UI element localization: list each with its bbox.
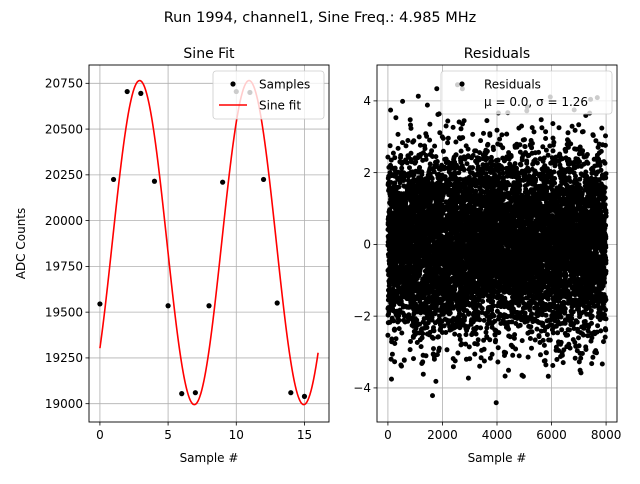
residuals-x-tick-label: 8000 — [591, 428, 622, 442]
sine-fit-axes: Sine Fit 0 5 10 15 19000 19250 19500 19750 2000… — [14, 46, 330, 465]
sample-point — [301, 393, 308, 399]
sine-fit-legend-box — [212, 70, 325, 120]
sine-fit-ylabel: ADC Counts — [14, 208, 28, 280]
sine-fit-y-tick-label: 19500 — [45, 305, 83, 319]
sample-point — [110, 176, 117, 183]
residuals-x-tick-label: 4000 — [482, 428, 513, 442]
sine-fit-x-tick-label: 0 — [96, 428, 104, 442]
sine-fit-y-tick-label: 19000 — [45, 397, 83, 411]
sine-fit-x-tick-label: 10 — [229, 428, 244, 442]
residuals-x-tick-label: 6000 — [536, 428, 567, 442]
sine-fit-y-tick-label: 20000 — [45, 214, 83, 228]
residuals-xlabel: Sample # — [468, 451, 527, 465]
sine-fit-y-tick-label: 20250 — [45, 168, 83, 182]
residuals-legend: Residuals μ = 0.0, σ = 1.26 — [440, 70, 613, 115]
sample-point — [151, 178, 158, 184]
sine-fit-frame — [88, 64, 330, 423]
sine-fit-y-tick-label: 20750 — [45, 77, 83, 91]
sine-fit-x-ticks: 0 5 10 15 — [96, 422, 312, 442]
sample-point — [220, 179, 226, 185]
sample-point — [179, 391, 185, 397]
sine-fit-title: Sine Fit — [183, 46, 235, 62]
sample-point — [288, 390, 294, 396]
legend-samples-marker — [230, 81, 236, 87]
residual-points — [385, 82, 609, 406]
sine-fit-y-tick-label: 19250 — [45, 351, 83, 365]
residuals-title: Residuals — [464, 46, 530, 62]
sine-fit-x-tick-label: 5 — [164, 428, 172, 442]
residuals-x-ticks: 0 2000 4000 6000 8000 — [384, 422, 621, 442]
sine-fit-y-ticks: 19000 19250 19500 19750 20000 20250 20500 20750 — [45, 77, 89, 411]
sample-points — [97, 88, 308, 399]
residuals-y-tick-label: 2 — [363, 166, 371, 180]
sample-point — [274, 300, 280, 306]
sample-point — [206, 303, 212, 309]
sine-fit-y-tick-label: 19750 — [45, 260, 83, 274]
residuals-y-tick-label: 4 — [363, 94, 371, 108]
sample-point — [97, 301, 103, 307]
sine-fit-legend: Samples Sine fit — [212, 70, 325, 120]
residuals-y-tick-label: −4 — [353, 381, 371, 395]
residuals-y-tick-label: −2 — [353, 309, 371, 323]
legend-sine-fit-label: Sine fit — [259, 99, 301, 113]
sine-fit-x-tick-label: 15 — [297, 428, 312, 442]
legend-residuals-marker — [459, 81, 465, 87]
legend-residuals-label: Residuals — [484, 78, 541, 92]
residuals-x-tick-label: 2000 — [427, 428, 458, 442]
sample-point — [260, 176, 267, 183]
sample-point — [192, 390, 198, 396]
residuals-x-tick-label: 0 — [384, 428, 392, 442]
sample-point — [124, 88, 130, 95]
figure-suptitle: Run 1994, channel1, Sine Freq.: 4.985 MH… — [164, 10, 477, 26]
residuals-axes: Residuals 0 2000 4000 6000 8000 −4 −2 0 2 4 Samp… — [353, 46, 621, 465]
legend-residuals-stats: μ = 0.0, σ = 1.26 — [484, 95, 588, 109]
sine-fit-line — [99, 79, 319, 406]
residuals-y-ticks: −4 −2 0 2 4 — [353, 94, 377, 395]
residuals-legend-box — [440, 70, 613, 115]
sine-fit-y-tick-label: 20500 — [45, 122, 83, 136]
sample-point — [165, 303, 171, 309]
legend-samples-label: Samples — [259, 78, 310, 92]
residuals-y-tick-label: 0 — [363, 238, 371, 252]
sine-fit-xlabel: Sample # — [180, 451, 239, 465]
sample-point — [138, 90, 144, 96]
